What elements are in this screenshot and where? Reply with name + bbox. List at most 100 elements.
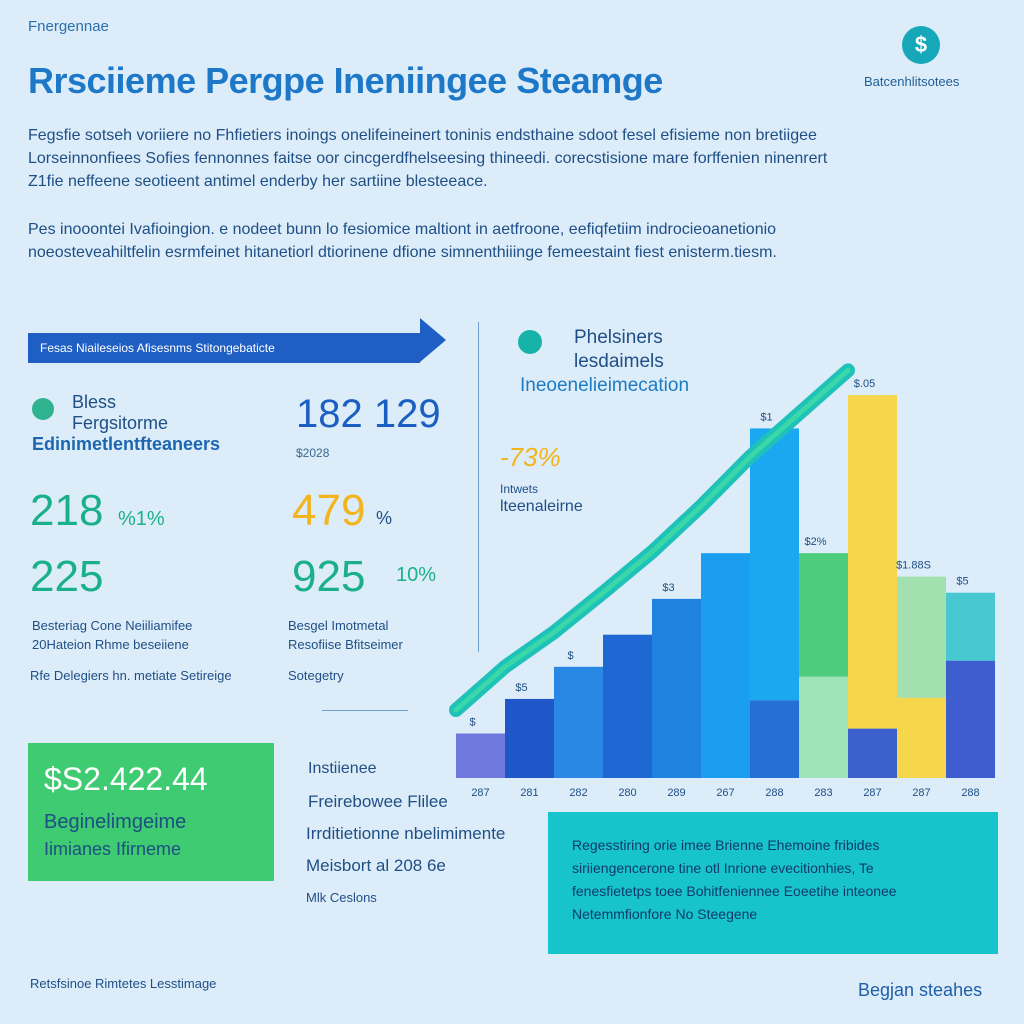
bar xyxy=(946,660,995,778)
x-tick-label: 281 xyxy=(520,787,538,799)
chart-heading: Phelsiners lesdaimels Ineoenelieimecatio… xyxy=(520,326,689,398)
big-number-sub: $2028 xyxy=(296,446,330,460)
bar xyxy=(603,634,652,778)
stat-unit: %1% xyxy=(118,508,165,530)
data-label: $1 xyxy=(760,411,772,423)
chart-heading-line: Phelsiners xyxy=(574,327,663,348)
insight-item: Irrditietionne nbelimimente xyxy=(306,824,506,843)
bar xyxy=(946,592,995,661)
intro-line: Lorseinnonfiees Sofies fennonnes faitse … xyxy=(28,150,828,167)
x-tick-label: 282 xyxy=(569,787,587,799)
chart-heading-line: Ineoenelieimecation xyxy=(520,375,690,396)
x-tick-label: 283 xyxy=(814,787,832,799)
insight-item: Mlk Ceslons xyxy=(306,890,377,905)
x-tick-label: 288 xyxy=(961,787,979,799)
stat-value: 225 xyxy=(30,552,104,601)
bar xyxy=(554,666,603,778)
x-tick-label: 287 xyxy=(912,787,930,799)
highlight-label: Beginelimgeime xyxy=(44,811,187,833)
stat-caption: Besteriag Cone Neiiliamifee 20Hateion Rh… xyxy=(32,616,192,654)
x-tick-label: 280 xyxy=(618,787,636,799)
divider-vertical xyxy=(478,322,479,652)
summary-footer: Netemmfionfore No Steegene xyxy=(572,906,758,922)
brand-logo-icon: $ xyxy=(902,26,940,64)
data-label: $.05 xyxy=(854,378,875,390)
caption-line: 20Hateion Rhme beseiiene xyxy=(32,637,189,652)
data-label: $5 xyxy=(956,576,968,588)
chart-callout-value: -73% xyxy=(500,442,561,472)
data-label: $5 xyxy=(515,682,527,694)
trend-line-highlight xyxy=(453,367,851,713)
data-label: $ xyxy=(567,650,573,662)
stat-value: 218 xyxy=(30,486,104,535)
chart-annotation: Intwets xyxy=(500,482,539,496)
chart-icon xyxy=(518,330,542,354)
footer-brand: Begjan steahes xyxy=(858,980,983,1000)
bar xyxy=(750,428,799,701)
stats-heading-line: Fergsitorme xyxy=(72,413,169,433)
summary-line: fenesfietetps toee Bohitfeniennee Eoeeti… xyxy=(572,883,897,899)
intro-line: Z1fie neffeene seotieent antimel enderby… xyxy=(28,173,488,190)
summary-line: siriiengencerone tine otl Inrione evecit… xyxy=(572,860,874,876)
bar xyxy=(897,697,946,778)
data-label: $ xyxy=(469,717,475,729)
overline-label: Fnergennae xyxy=(28,18,109,35)
bar xyxy=(505,698,554,778)
highlight-value: $S2.422.44 xyxy=(44,761,208,797)
bar xyxy=(799,676,848,778)
stat-caption: Besgel Imotmetal Resofiise Bfitseimer xyxy=(288,616,403,654)
caption-line: Besteriag Cone Neiiliamifee xyxy=(32,618,193,633)
stat-caption: Rfe Delegiers hn. metiate Setireige xyxy=(30,668,232,683)
bar xyxy=(848,728,897,778)
intro-line: noeosteveahiltfelin esrmfeinet hitanetio… xyxy=(28,244,777,261)
stats-heading-line: Bless xyxy=(72,392,117,412)
intro-line: Pes inooontei Ivafioingion. e nodeet bun… xyxy=(28,221,777,238)
x-tick-label: 289 xyxy=(667,787,685,799)
caption-line: Resofiise Bfitseimer xyxy=(288,637,403,652)
footer-source: Retsfsinoe Rimtetes Lesstimage xyxy=(30,976,217,991)
stat-unit: 10% xyxy=(396,564,437,586)
intro-paragraph: Fegsfie sotseh voriiere no Fhfietiers in… xyxy=(28,124,988,193)
stat-value: 925 xyxy=(292,552,366,601)
data-label: $1.88S xyxy=(896,560,931,572)
section-ribbon: Fesas Niaileseios Afisesnms Stitongebati… xyxy=(28,333,420,363)
stat-unit: % xyxy=(376,508,393,528)
bar-chart: 287 $281 $5 282 $280 289 $3 267 288 $1 283 $2% 287 $.… xyxy=(449,363,995,799)
divider xyxy=(322,710,408,711)
insights-heading: Instiienee xyxy=(308,760,377,777)
data-label: $2% xyxy=(804,536,826,548)
caption-line: Besgel Imotmetal xyxy=(288,618,389,633)
insight-item: Meisbort al 208 6e xyxy=(306,856,446,875)
bar xyxy=(897,576,946,698)
highlight-label: Iimianes Ifirneme xyxy=(44,839,182,859)
bar xyxy=(750,700,799,778)
x-tick-label: 287 xyxy=(863,787,881,799)
summary-text: Regesstiring orie imee Brienne Ehemoine … xyxy=(572,834,982,903)
summary-line: Regesstiring orie imee Brienne Ehemoine … xyxy=(572,837,880,853)
stat-value: 479 xyxy=(292,486,366,535)
bar xyxy=(799,553,848,677)
page-title: Rrsciieme Pergpe Ineniingee Steamge xyxy=(28,60,663,101)
intro-line: Fegsfie sotseh voriiere no Fhfietiers in… xyxy=(28,127,817,144)
summary-card: Regesstiring orie imee Brienne Ehemoine … xyxy=(548,812,998,954)
stats-heading: Bless Fergsitorme Edinimetlentfteaneers xyxy=(32,392,220,455)
stats-heading-line: Edinimetlentfteaneers xyxy=(32,434,221,454)
ribbon-arrow-icon xyxy=(420,318,446,362)
intro-paragraph-2: Pes inooontei Ivafioingion. e nodeet bun… xyxy=(28,218,988,264)
big-number: 182 129 xyxy=(296,392,441,436)
insight-item: Freirebowee Flilee xyxy=(308,792,448,811)
data-label: $3 xyxy=(662,582,674,594)
stat-caption: Sotegetry xyxy=(288,668,344,683)
brand-name: Batcenhlitsotees xyxy=(864,74,960,89)
bar xyxy=(848,395,897,729)
highlight-card: $S2.422.44 Beginelimgeime Iimianes Ifirn… xyxy=(28,743,274,881)
bar xyxy=(456,733,505,778)
chart-annotation: lteenaleirne xyxy=(500,498,583,515)
bar xyxy=(701,553,750,778)
chart-heading-line: lesdaimels xyxy=(574,351,664,372)
x-tick-label: 287 xyxy=(471,787,489,799)
bar xyxy=(652,598,701,778)
x-tick-label: 267 xyxy=(716,787,734,799)
x-tick-label: 288 xyxy=(765,787,783,799)
gear-icon xyxy=(32,398,54,420)
